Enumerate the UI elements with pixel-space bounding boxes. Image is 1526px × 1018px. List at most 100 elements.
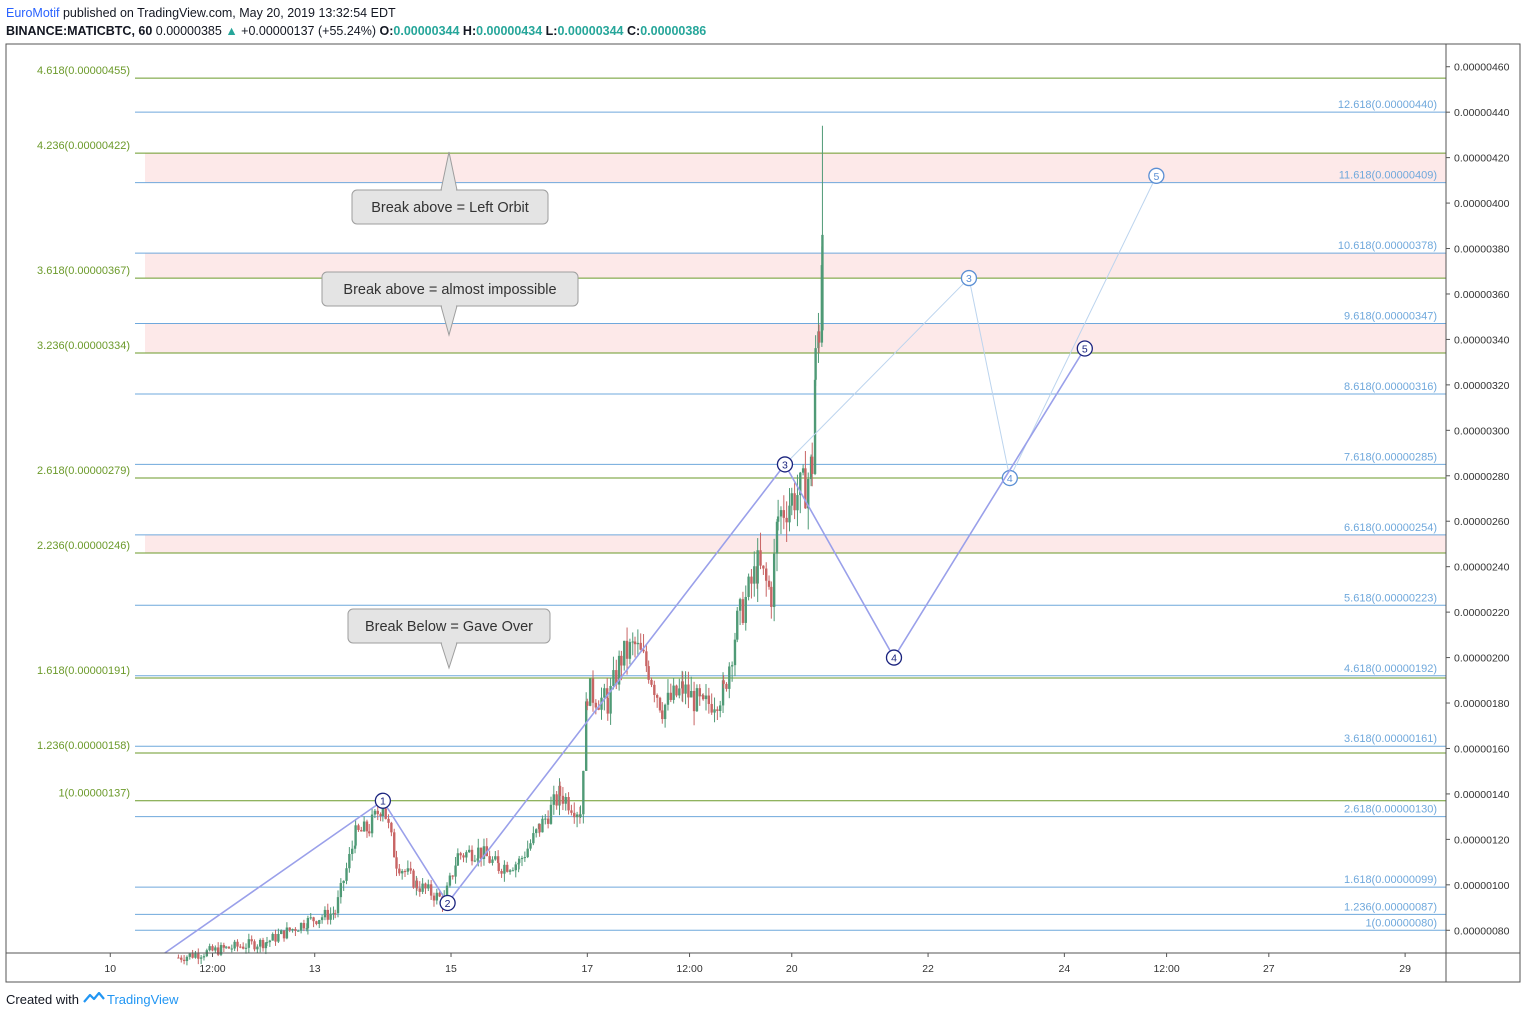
candle-body xyxy=(395,857,398,869)
price-change: +0.00000137 (+55.24%) xyxy=(241,24,377,38)
candle-body xyxy=(628,642,632,659)
candle-body xyxy=(733,639,737,666)
candle-body xyxy=(454,865,457,877)
candle-body xyxy=(605,688,609,698)
candle-body xyxy=(222,945,226,948)
fib-level-label: 1.618(0.00000099) xyxy=(1344,874,1437,886)
candle-body xyxy=(456,853,460,866)
callout-text: Break above = Left Orbit xyxy=(371,200,529,216)
candle-body xyxy=(400,871,404,874)
fib-level-label: 12.618(0.00000440) xyxy=(1338,99,1437,111)
price-tick-label: 0.00000260 xyxy=(1454,516,1510,528)
candle-body xyxy=(299,922,303,931)
candle-body xyxy=(625,640,629,659)
candle-body xyxy=(687,684,690,698)
fib-level-label: 1(0.00000080) xyxy=(1365,917,1437,929)
candle-body xyxy=(496,856,500,864)
candle-body xyxy=(730,665,734,667)
price-tick-label: 0.00000320 xyxy=(1454,380,1510,392)
candle-body xyxy=(393,832,396,858)
candle-body xyxy=(291,929,294,931)
candle-body xyxy=(544,818,547,820)
candle-body xyxy=(199,957,203,959)
candle-body xyxy=(285,927,289,939)
candle-body xyxy=(467,849,471,853)
candle-body xyxy=(584,701,588,771)
candle-body xyxy=(716,709,719,711)
candle-body xyxy=(511,870,515,872)
chart-header: EuroMotif published on TradingView.com, … xyxy=(6,4,706,40)
candle-body xyxy=(804,468,807,509)
candle-body xyxy=(320,917,324,921)
candle-body xyxy=(500,871,503,874)
price-tick-label: 0.00000140 xyxy=(1454,789,1510,801)
price-tick-label: 0.00000100 xyxy=(1454,880,1510,892)
candle-body xyxy=(591,678,595,703)
fib-level-label: 1.236(0.00000087) xyxy=(1344,901,1437,913)
candle-body xyxy=(647,666,650,680)
candle-body xyxy=(738,599,742,611)
price-tick-label: 0.00000080 xyxy=(1454,925,1510,937)
price-tick-label: 0.00000180 xyxy=(1454,698,1510,710)
candle-body xyxy=(421,883,424,892)
candle-body xyxy=(744,596,747,623)
candle-body xyxy=(508,870,512,872)
candle-body xyxy=(350,848,354,854)
candle-body xyxy=(244,947,248,949)
chart-frame xyxy=(5,43,1521,983)
candle-body xyxy=(236,941,239,947)
candle-body xyxy=(681,681,684,694)
candle-body xyxy=(503,864,506,874)
candle-body xyxy=(597,707,600,710)
time-tick-label: 12:00 xyxy=(676,963,702,975)
candle-body xyxy=(224,946,228,948)
candle-body xyxy=(713,709,716,713)
candle-body xyxy=(612,670,615,686)
candle-body xyxy=(333,913,337,915)
candle-body xyxy=(462,855,465,858)
candle-body xyxy=(594,702,598,708)
price-axis: 0.00000460 0.00000440 0.00000420 0.00000400… xyxy=(1446,62,1510,937)
time-axis: 10 12:00 13 15 17 12:00 20 22 24 12:00 27 29 xyxy=(104,953,1411,975)
tradingview-link[interactable]: TradingView xyxy=(106,992,179,1007)
price-tick-label: 0.00000340 xyxy=(1454,334,1510,346)
high-label: H: xyxy=(462,24,477,38)
fib-level-label: 4.618(0.00000455) xyxy=(37,65,130,77)
candle-body xyxy=(354,825,357,846)
candle-body xyxy=(288,927,291,931)
open-value: 0.00000344 xyxy=(393,24,460,38)
candle-body xyxy=(476,858,479,861)
candle-body xyxy=(305,928,308,930)
candle-body xyxy=(620,655,623,666)
high-value: 0.00000434 xyxy=(476,24,543,38)
candle-body xyxy=(302,922,306,929)
candle-body xyxy=(636,642,640,645)
candle-body xyxy=(282,930,286,939)
candle-body xyxy=(315,921,318,925)
price-tick-label: 0.00000220 xyxy=(1454,607,1510,619)
wave-marker-circle xyxy=(776,456,794,473)
candle-body xyxy=(555,794,558,806)
candle-body xyxy=(370,814,374,834)
zone-band xyxy=(145,153,1446,183)
candle-body xyxy=(177,957,180,959)
time-tick-label: 17 xyxy=(581,963,593,975)
candle-body xyxy=(765,568,768,581)
low-label: L: xyxy=(545,24,558,38)
callout-pointer xyxy=(440,642,458,670)
candle-body xyxy=(615,670,618,685)
change-arrow-icon: ▲ xyxy=(225,24,238,38)
candle-body xyxy=(432,895,436,901)
candle-body xyxy=(332,913,335,915)
candle-body xyxy=(813,379,817,474)
candle-body xyxy=(427,884,430,889)
symbol-line: BINANCE:MATICBTC, 60 0.00000385 ▲ +0.000… xyxy=(6,22,706,40)
fib-level-label: 10.618(0.00000378) xyxy=(1338,240,1437,252)
candle-body xyxy=(653,684,656,695)
fib-level-label: 2.618(0.00000130) xyxy=(1344,804,1437,816)
fib-level-label: 4.236(0.00000422) xyxy=(37,140,130,152)
author-link[interactable]: EuroMotif xyxy=(6,6,60,20)
wave-label: 5 xyxy=(1153,171,1159,183)
candle-body xyxy=(785,517,788,523)
